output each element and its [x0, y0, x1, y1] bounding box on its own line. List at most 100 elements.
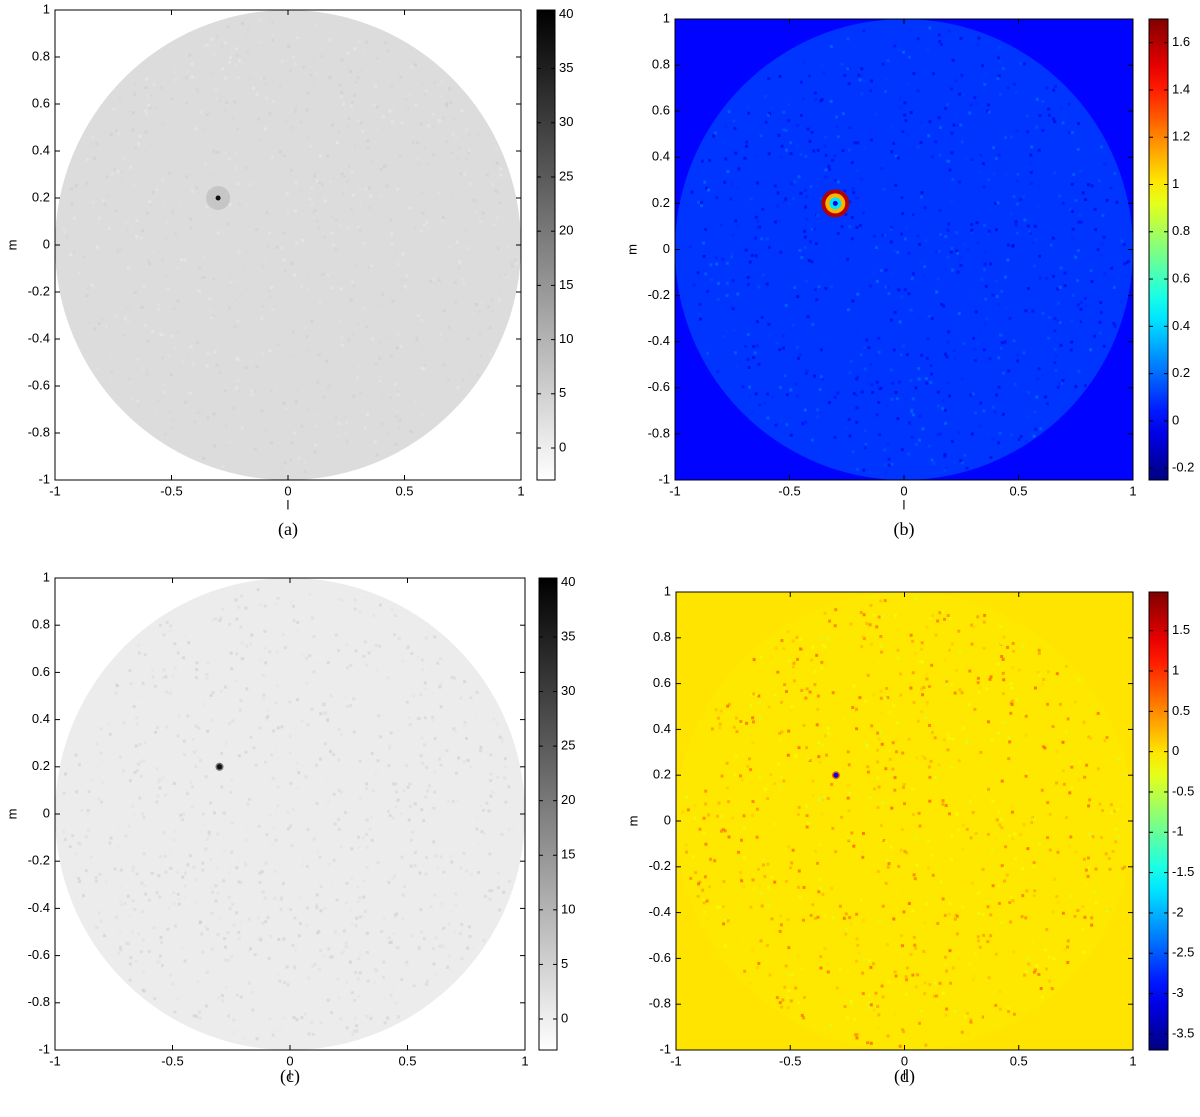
noise — [194, 676, 198, 680]
noise — [1041, 373, 1045, 377]
noise — [903, 237, 907, 241]
noise — [181, 875, 185, 879]
noise — [386, 432, 390, 436]
y-tick-label: 0 — [664, 812, 671, 827]
noise — [172, 65, 176, 69]
noise — [92, 923, 96, 927]
colorbar — [1149, 19, 1168, 480]
noise — [869, 363, 873, 367]
noise — [194, 765, 198, 769]
noise — [183, 884, 187, 888]
noise — [949, 981, 953, 985]
noise — [757, 694, 761, 698]
noise — [459, 866, 463, 870]
noise — [973, 359, 977, 363]
noise — [337, 319, 341, 323]
noise — [465, 128, 469, 132]
noise — [507, 300, 511, 304]
noise — [994, 1003, 998, 1007]
noise — [251, 86, 255, 90]
noise — [492, 717, 496, 721]
noise — [433, 737, 437, 741]
noise — [306, 271, 310, 275]
noise — [727, 110, 731, 114]
noise — [924, 1043, 928, 1047]
noise — [922, 685, 926, 689]
noise — [1002, 678, 1006, 682]
noise — [776, 670, 780, 674]
noise — [855, 959, 859, 963]
noise — [726, 704, 730, 708]
noise — [936, 390, 940, 394]
noise — [1026, 847, 1030, 851]
noise — [755, 807, 759, 811]
noise — [122, 721, 126, 725]
noise — [512, 825, 516, 829]
noise — [315, 906, 319, 910]
noise — [151, 190, 155, 194]
noise — [1064, 664, 1068, 668]
noise — [773, 822, 777, 826]
noise — [790, 841, 794, 845]
noise — [969, 836, 973, 840]
noise — [938, 153, 942, 157]
noise — [207, 830, 211, 834]
noise — [724, 329, 728, 333]
noise — [134, 959, 138, 963]
colorbar-tick-label: -2 — [1172, 904, 1184, 919]
noise — [469, 872, 473, 876]
noise — [169, 973, 173, 977]
noise — [813, 669, 817, 673]
noise — [984, 297, 988, 301]
noise — [761, 972, 765, 976]
noise — [879, 644, 883, 648]
noise — [1069, 348, 1073, 352]
noise — [467, 925, 471, 929]
noise — [337, 933, 341, 937]
noise — [159, 86, 163, 90]
noise — [983, 250, 987, 254]
noise — [224, 151, 228, 155]
noise — [230, 190, 234, 194]
noise — [969, 1020, 973, 1024]
noise — [264, 429, 268, 433]
colorbar-tick-label: 10 — [561, 901, 575, 916]
noise — [936, 432, 940, 436]
noise — [368, 827, 372, 831]
noise — [1061, 121, 1065, 125]
noise — [755, 153, 759, 157]
noise — [510, 261, 514, 265]
noise — [1036, 671, 1040, 675]
noise — [399, 278, 403, 282]
noise — [461, 277, 465, 281]
noise — [982, 409, 986, 413]
noise — [907, 55, 911, 59]
noise — [987, 898, 991, 902]
noise — [803, 235, 807, 239]
noise — [173, 666, 177, 670]
noise — [394, 57, 398, 61]
noise — [1089, 736, 1093, 740]
noise — [1066, 939, 1070, 943]
noise — [883, 463, 887, 467]
noise — [868, 471, 872, 475]
noise — [845, 927, 849, 931]
noise — [919, 141, 923, 145]
noise — [365, 787, 369, 791]
noise — [237, 856, 241, 860]
noise — [317, 288, 321, 292]
noise — [232, 407, 236, 411]
noise — [156, 780, 160, 784]
noise — [401, 917, 405, 921]
noise — [703, 910, 707, 914]
noise — [289, 908, 293, 912]
noise — [475, 133, 479, 137]
noise — [750, 693, 754, 697]
noise — [300, 282, 304, 286]
noise — [131, 869, 135, 873]
noise — [155, 891, 159, 895]
noise — [772, 782, 776, 786]
noise — [845, 1016, 849, 1020]
noise — [1010, 433, 1014, 437]
noise — [1036, 184, 1040, 188]
